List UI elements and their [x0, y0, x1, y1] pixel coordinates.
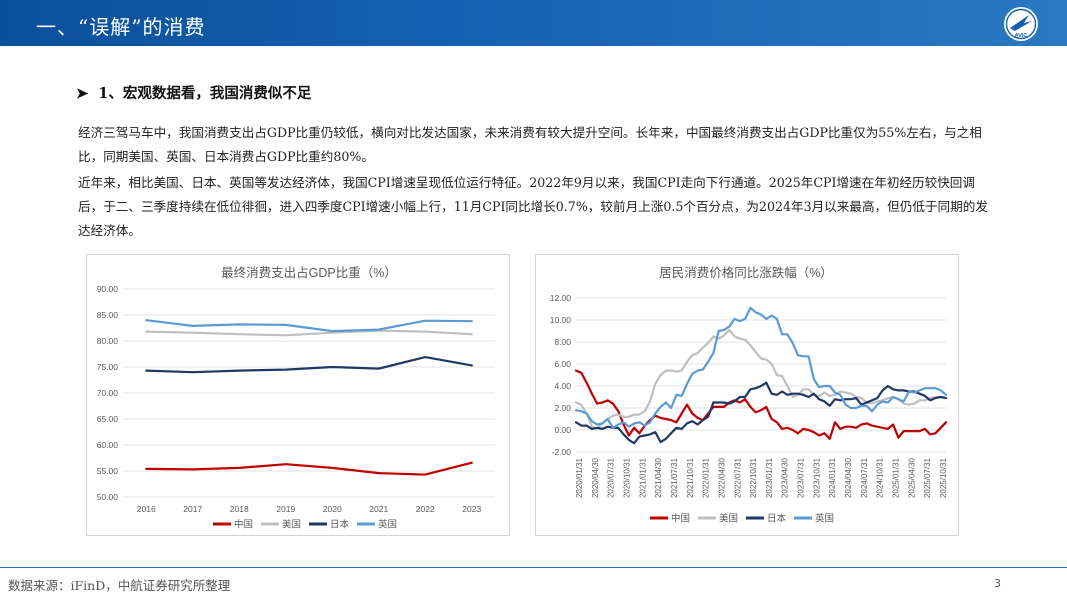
x-tick-label: 2019 [276, 504, 295, 514]
y-tick-label: 12.00 [550, 293, 572, 303]
x-tick-label: 2020/01/31 [575, 457, 584, 498]
footer-source: 数据来源：iFinD，中航证券研究所整理 [8, 578, 231, 593]
header-bar: 一、“误解”的消费 AVIC [0, 0, 1067, 46]
y-tick-label: 50.00 [97, 492, 119, 502]
consumption-share-chart: 最终消费支出占GDP比重（%） 50.00 55.00 60.00 65.00 70.00… [86, 254, 510, 536]
x-tick-label: 2020/07/31 [607, 457, 616, 498]
x-tick-label: 2022 [416, 504, 435, 514]
x-tick-label: 2020/04/30 [591, 457, 600, 498]
x-tick-label: 2021/04/30 [654, 457, 663, 498]
x-tick-label: 2022/10/31 [749, 457, 758, 498]
x-tick-label: 2024/07/31 [860, 457, 869, 498]
x-tick-label: 2024/01/31 [828, 457, 837, 498]
avic-logo-icon: AVIC [1004, 7, 1038, 41]
y-tick-label: 6.00 [554, 359, 571, 369]
x-tick-label: 2018 [230, 504, 249, 514]
series-line-日本 [574, 381, 948, 445]
chart-title: 居民消费价格同比涨跌幅（%） [659, 265, 833, 280]
legend-label: 美国 [719, 513, 738, 525]
x-tick-label: 2023/07/31 [797, 457, 806, 498]
y-tick-label: 75.00 [97, 362, 119, 372]
x-tick-label: 2020/10/31 [622, 457, 631, 498]
section-marker: ➤ [76, 85, 89, 102]
y-tick-label: 0.00 [554, 425, 571, 435]
legend-label: 中国 [234, 519, 253, 531]
x-tick-label: 2021/07/31 [670, 457, 679, 498]
x-tick-label: 2020 [323, 504, 342, 514]
page-number: 3 [994, 577, 1001, 590]
paragraph-2: 近年来，相比美国、日本、英国等发达经济体，我国CPI增速呈现低位运行特征。202… [78, 175, 988, 238]
y-tick-label: 55.00 [97, 466, 119, 476]
legend-label: 英国 [378, 519, 397, 531]
consumption-share-chart-svg: 最终消费支出占GDP比重（%） 50.00 55.00 60.00 65.00 70.00… [97, 265, 495, 531]
y-tick-label: 65.00 [97, 414, 119, 424]
x-tick-label: 2021/01/31 [638, 457, 647, 498]
y-tick-label: 70.00 [97, 388, 119, 398]
x-tick-label: 2023 [462, 504, 481, 514]
x-tick-label: 2025/10/31 [939, 457, 948, 498]
legend-label: 日本 [767, 513, 787, 525]
x-tick-label: 2025/01/31 [892, 457, 901, 498]
legend-label: 美国 [282, 519, 301, 531]
x-tick-label: 2022/01/31 [702, 457, 711, 498]
y-tick-label: 80.00 [97, 336, 119, 346]
series-line-中国 [574, 369, 948, 440]
y-tick-label: 8.00 [554, 337, 571, 347]
legend-label: 英国 [815, 513, 834, 525]
x-tick-label: 2022/07/31 [733, 457, 742, 498]
x-tick-label: 2021/10/31 [686, 457, 695, 498]
x-tick-label: 2024/04/30 [844, 457, 853, 498]
footer-divider [0, 567, 1067, 568]
section-title: ➤ 1、宏观数据看，我国消费似不足 [76, 82, 311, 103]
x-tick-label: 2024/10/31 [876, 457, 885, 498]
legend-label: 中国 [671, 513, 690, 525]
y-tick-label: 90.00 [97, 284, 119, 294]
x-tick-label: 2017 [183, 504, 202, 514]
y-tick-label: 10.00 [550, 315, 572, 325]
x-tick-label: 2023/10/31 [812, 457, 821, 498]
x-tick-label: 2023/04/30 [781, 457, 790, 498]
section-title-text: 1、宏观数据看，我国消费似不足 [98, 85, 312, 102]
chart-title: 最终消费支出占GDP比重（%） [221, 265, 397, 280]
series-line-日本 [145, 355, 473, 374]
y-tick-label: -2.00 [552, 447, 572, 457]
y-tick-label: 60.00 [97, 440, 119, 450]
page-title: 一、“误解”的消费 [36, 15, 206, 39]
series-line-英国 [145, 319, 473, 333]
logo-text: AVIC [1015, 33, 1028, 39]
legend-label: 日本 [330, 519, 350, 531]
paragraph-1: 经济三驾马车中，我国消费支出占GDP比重仍较低，横向对比发达国家，未来消费有较大… [78, 125, 982, 164]
x-tick-label: 2016 [137, 504, 156, 514]
cpi-chart-svg: 居民消费价格同比涨跌幅（%） -2.00 0.00 2.00 4.00 6.00 8.00 1… [550, 265, 948, 525]
y-tick-label: 85.00 [97, 310, 119, 320]
cpi-chart: 居民消费价格同比涨跌幅（%） -2.00 0.00 2.00 4.00 6.00 8.00 1… [535, 254, 959, 536]
y-tick-label: 2.00 [554, 403, 571, 413]
series-line-美国 [145, 329, 473, 337]
x-tick-label: 2023/01/31 [765, 457, 774, 498]
x-tick-label: 2022/04/30 [717, 457, 726, 498]
x-tick-label: 2021 [369, 504, 388, 514]
y-tick-label: 4.00 [554, 381, 571, 391]
series-line-美国 [574, 328, 948, 430]
series-line-中国 [145, 461, 473, 476]
x-tick-label: 2025/04/30 [907, 457, 916, 498]
x-tick-label: 2025/07/31 [923, 457, 932, 498]
series-line-英国 [574, 306, 948, 429]
